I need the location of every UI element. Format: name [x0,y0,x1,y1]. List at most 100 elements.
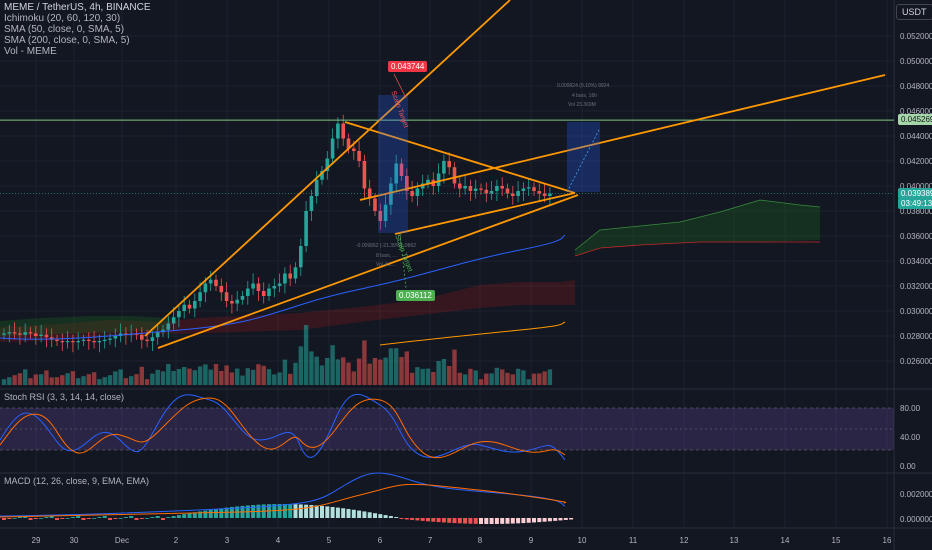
indicator-volume[interactable]: Vol - MEME [4,46,57,57]
time-axis-label: 13 [730,536,739,545]
indicator-sma-200[interactable]: SMA (200, close, 0, SMA, 5) [4,35,130,46]
candle-body [283,273,287,284]
macd-histogram-bar [378,514,383,518]
candle-body [235,299,239,304]
measure-bars: 8 bars, ... [376,253,397,259]
macd-histogram-bar [415,518,420,521]
time-axis-label: 6 [378,536,383,545]
macd-histogram-bar [12,518,17,519]
macd-histogram-bar [367,512,372,518]
volume-bar [367,363,372,385]
price-tag-current: 0.039389 [898,188,932,199]
macd-histogram-bar [150,517,155,518]
macd-histogram-bar [537,518,542,523]
macd-histogram-bar [521,518,526,524]
candle-body [447,161,451,168]
volume-bar [76,378,81,385]
candle-body [18,333,22,335]
volume-bar [272,374,277,385]
candle-body [394,163,398,184]
candle-body [389,183,393,205]
volume-bar [457,372,462,385]
macd-histogram-bar [452,518,457,524]
candle-body [320,171,324,180]
macd-histogram-bar [55,518,59,520]
volume-bar [160,371,166,385]
macd-histogram-bar [176,515,181,518]
macd-histogram-bar [113,518,118,519]
candle-body [352,148,356,151]
volume-bar [521,370,526,385]
drawing-tools[interactable] [0,0,894,349]
time-axis-label: 8 [478,536,483,545]
time-axis-label: 14 [781,536,790,545]
volume-bar [531,373,537,385]
macd-histogram-bar [394,517,399,518]
volume-bar [431,372,436,385]
volume-bar [102,377,107,385]
macd-axis-label: 0.002000 [900,490,932,499]
macd-title[interactable]: MACD (12, 26, close, 9, EMA, EMA) [4,476,150,486]
candle-body [155,332,160,338]
macd-axis-label: 0.000000 [900,515,932,524]
macd-histogram-bar [288,504,293,518]
macd-histogram-bar [516,518,521,524]
volume-bar [54,377,60,385]
measure-stats: -0.009862 (-21.39%) -9862 [356,243,417,249]
macd-histogram-bar [335,507,340,518]
price-axis-label: 0.046000 [900,107,932,116]
volume-bar [399,357,404,385]
price-axis-label: 0.028000 [900,332,932,341]
stoch-axis-label: 40.00 [900,433,921,442]
candle-body [405,176,409,191]
candle-body [193,301,197,309]
volume-bar [150,373,155,385]
macd-histogram-bar [118,518,123,519]
indicator-ichimoku[interactable]: Ichimoku (20, 60, 120, 30) [4,13,121,24]
price-axis-label: 0.044000 [900,132,932,141]
time-axis-label: 10 [578,536,587,545]
measure-box [378,95,408,233]
trendline-long [359,74,886,201]
symbol-title[interactable]: MEME / TetherUS, 4h, BINANCE [4,2,151,13]
candle-body [272,286,277,289]
macd-signal-line [0,483,567,518]
candle-body [55,339,59,341]
candle-body [341,123,345,139]
stoch-rsi-title[interactable]: Stoch RSI (3, 3, 14, 14, close) [4,392,125,402]
candle-body [362,161,367,189]
indicator-sma-50[interactable]: SMA (50, close, 0, SMA, 5) [4,24,125,35]
candle-body [489,191,494,194]
volume-bar [245,368,250,385]
candle-body [336,123,340,139]
candle-body [548,193,552,196]
volume-bar [441,359,447,385]
macd-histogram-bar [489,518,494,524]
volume-bar [187,368,192,385]
macd-histogram-bar [420,518,425,521]
candle-body [124,333,128,335]
macd-histogram-bar [479,518,483,524]
price-axis-label: 0.034000 [900,257,932,266]
price-axis-label: 0.040000 [900,182,932,191]
macd-histogram-bar [510,518,515,524]
volume-bar [38,374,44,385]
volume-bar [341,357,346,385]
volume-bar [335,359,341,385]
currency-button[interactable]: USDT [896,4,932,20]
macd-histogram-bar [468,518,473,524]
volume-bar [134,374,139,385]
price-axis-label: 0.048000 [900,82,932,91]
macd-histogram-bar [399,518,404,519]
macd-histogram-bar [214,509,218,518]
volume-bar [346,362,351,385]
candle-body [39,334,43,336]
time-axis-label: 4 [276,536,281,545]
macd-histogram-bar [2,518,6,520]
sma-50-line [0,234,566,340]
candle-body [458,183,462,189]
macd-histogram-bar [102,516,107,518]
candle-body [97,341,102,343]
